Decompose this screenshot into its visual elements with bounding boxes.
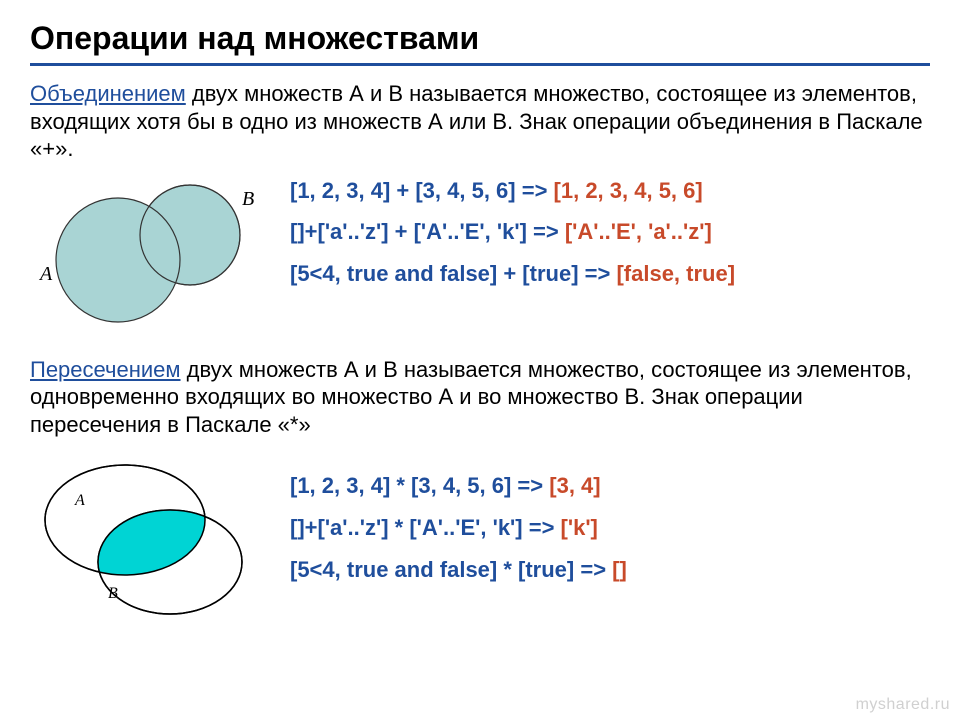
union-ex-1: [1, 2, 3, 4] + [3, 4, 5, 6] => [1, 2, 3,…: [290, 175, 930, 207]
union-ex-1-right: [1, 2, 3, 4, 5, 6]: [547, 178, 702, 203]
inter-ex-1-right: [3, 4]: [543, 473, 600, 498]
union-section: A B [1, 2, 3, 4] + [3, 4, 5, 6] => [1, 2…: [30, 175, 930, 340]
union-ex-3: [5<4, true and false] + [true] => [false…: [290, 258, 930, 290]
inter-ex-3-left: [5<4, true and false] * [true] =>: [290, 557, 606, 582]
inter-ex-2-right: ['k']: [554, 515, 597, 540]
union-term: Объединением: [30, 81, 186, 106]
union-ex-3-left: [5<4, true and false] + [true] =>: [290, 261, 610, 286]
union-ex-2-right: ['A'..'E', 'a'..'z']: [559, 219, 712, 244]
inter-ex-2: []+['a'..'z'] * ['A'..'E', 'k'] => ['k']: [290, 512, 930, 544]
inter-ex-1-left: [1, 2, 3, 4] * [3, 4, 5, 6] =>: [290, 473, 543, 498]
union-ex-3-right: [false, true]: [610, 261, 735, 286]
intersection-section: A B [1, 2, 3, 4] * [3, 4, 5, 6] => [3, 4…: [30, 450, 930, 635]
intersection-definition: Пересечением двух множеств А и В называе…: [30, 356, 930, 439]
inter-ex-3-right: []: [606, 557, 627, 582]
union-ex-2-left: []+['a'..'z'] + ['A'..'E', 'k'] =>: [290, 219, 559, 244]
page-title: Операции над множествами: [30, 20, 930, 66]
inter-ex-1: [1, 2, 3, 4] * [3, 4, 5, 6] => [3, 4]: [290, 470, 930, 502]
union-circle-a: [56, 198, 180, 322]
union-venn-diagram: A B: [30, 175, 280, 340]
inter-label-b: B: [108, 585, 118, 602]
union-examples: [1, 2, 3, 4] + [3, 4, 5, 6] => [1, 2, 3,…: [280, 175, 930, 301]
inter-ex-3: [5<4, true and false] * [true] => []: [290, 554, 930, 586]
union-ex-1-left: [1, 2, 3, 4] + [3, 4, 5, 6] =>: [290, 178, 547, 203]
intersection-examples: [1, 2, 3, 4] * [3, 4, 5, 6] => [3, 4] []…: [280, 450, 930, 596]
inter-ex-2-left: []+['a'..'z'] * ['A'..'E', 'k'] =>: [290, 515, 554, 540]
union-label-b: B: [242, 188, 254, 210]
intersection-term: Пересечением: [30, 357, 181, 382]
union-definition: Объединением двух множеств А и В называе…: [30, 80, 930, 163]
inter-label-a: A: [74, 492, 85, 509]
union-label-a: A: [38, 263, 53, 285]
intersection-venn-diagram: A B: [30, 450, 280, 635]
watermark: myshared.ru: [856, 696, 950, 714]
union-ex-2: []+['a'..'z'] + ['A'..'E', 'k'] => ['A'.…: [290, 216, 930, 248]
